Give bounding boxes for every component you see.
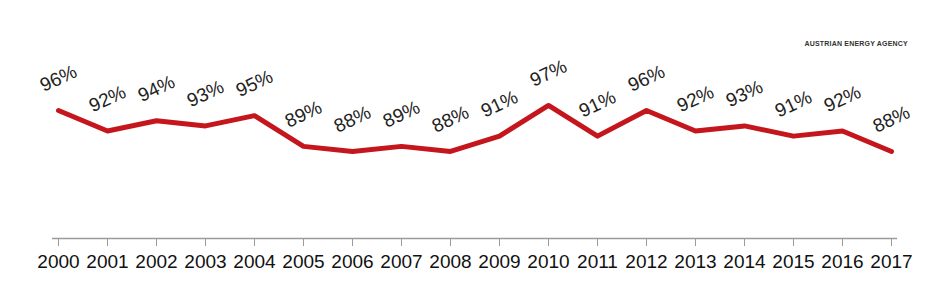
svg-text:91%: 91% [576,86,619,121]
svg-text:92%: 92% [674,81,717,116]
svg-text:2007: 2007 [380,251,422,272]
svg-text:88%: 88% [429,102,472,137]
svg-text:88%: 88% [870,102,913,137]
svg-text:2003: 2003 [184,251,226,272]
svg-text:97%: 97% [527,55,570,90]
svg-text:96%: 96% [625,61,668,96]
svg-text:2015: 2015 [772,251,814,272]
svg-text:2011: 2011 [577,251,618,272]
svg-text:92%: 92% [821,81,864,116]
svg-text:2004: 2004 [233,251,276,272]
svg-text:2001: 2001 [86,251,128,272]
svg-text:2000: 2000 [37,251,79,272]
svg-text:2012: 2012 [625,251,667,272]
svg-text:91%: 91% [478,86,521,121]
svg-text:88%: 88% [331,102,374,137]
html-text:AUSTRIAN ENERGY AGENCY: AUSTRIAN ENERGY AGENCY [804,40,908,47]
svg-text:89%: 89% [282,96,325,131]
svg-text:2009: 2009 [478,251,520,272]
svg-text:94%: 94% [135,71,178,106]
svg-text:92%: 92% [86,81,129,116]
svg-text:2006: 2006 [331,251,373,272]
svg-text:2005: 2005 [282,251,324,272]
svg-text:2002: 2002 [135,251,177,272]
svg-text:2017: 2017 [870,251,912,272]
svg-text:2010: 2010 [527,251,569,272]
svg-text:95%: 95% [233,66,276,101]
svg-text:2008: 2008 [429,251,471,272]
svg-text:93%: 93% [184,76,227,111]
svg-text:2013: 2013 [674,251,716,272]
svg-text:2014: 2014 [723,251,766,272]
svg-text:93%: 93% [723,76,766,111]
svg-text:96%: 96% [37,61,80,96]
svg-text:2016: 2016 [821,251,863,272]
svg-text:91%: 91% [772,86,815,121]
svg-text:89%: 89% [380,96,423,131]
